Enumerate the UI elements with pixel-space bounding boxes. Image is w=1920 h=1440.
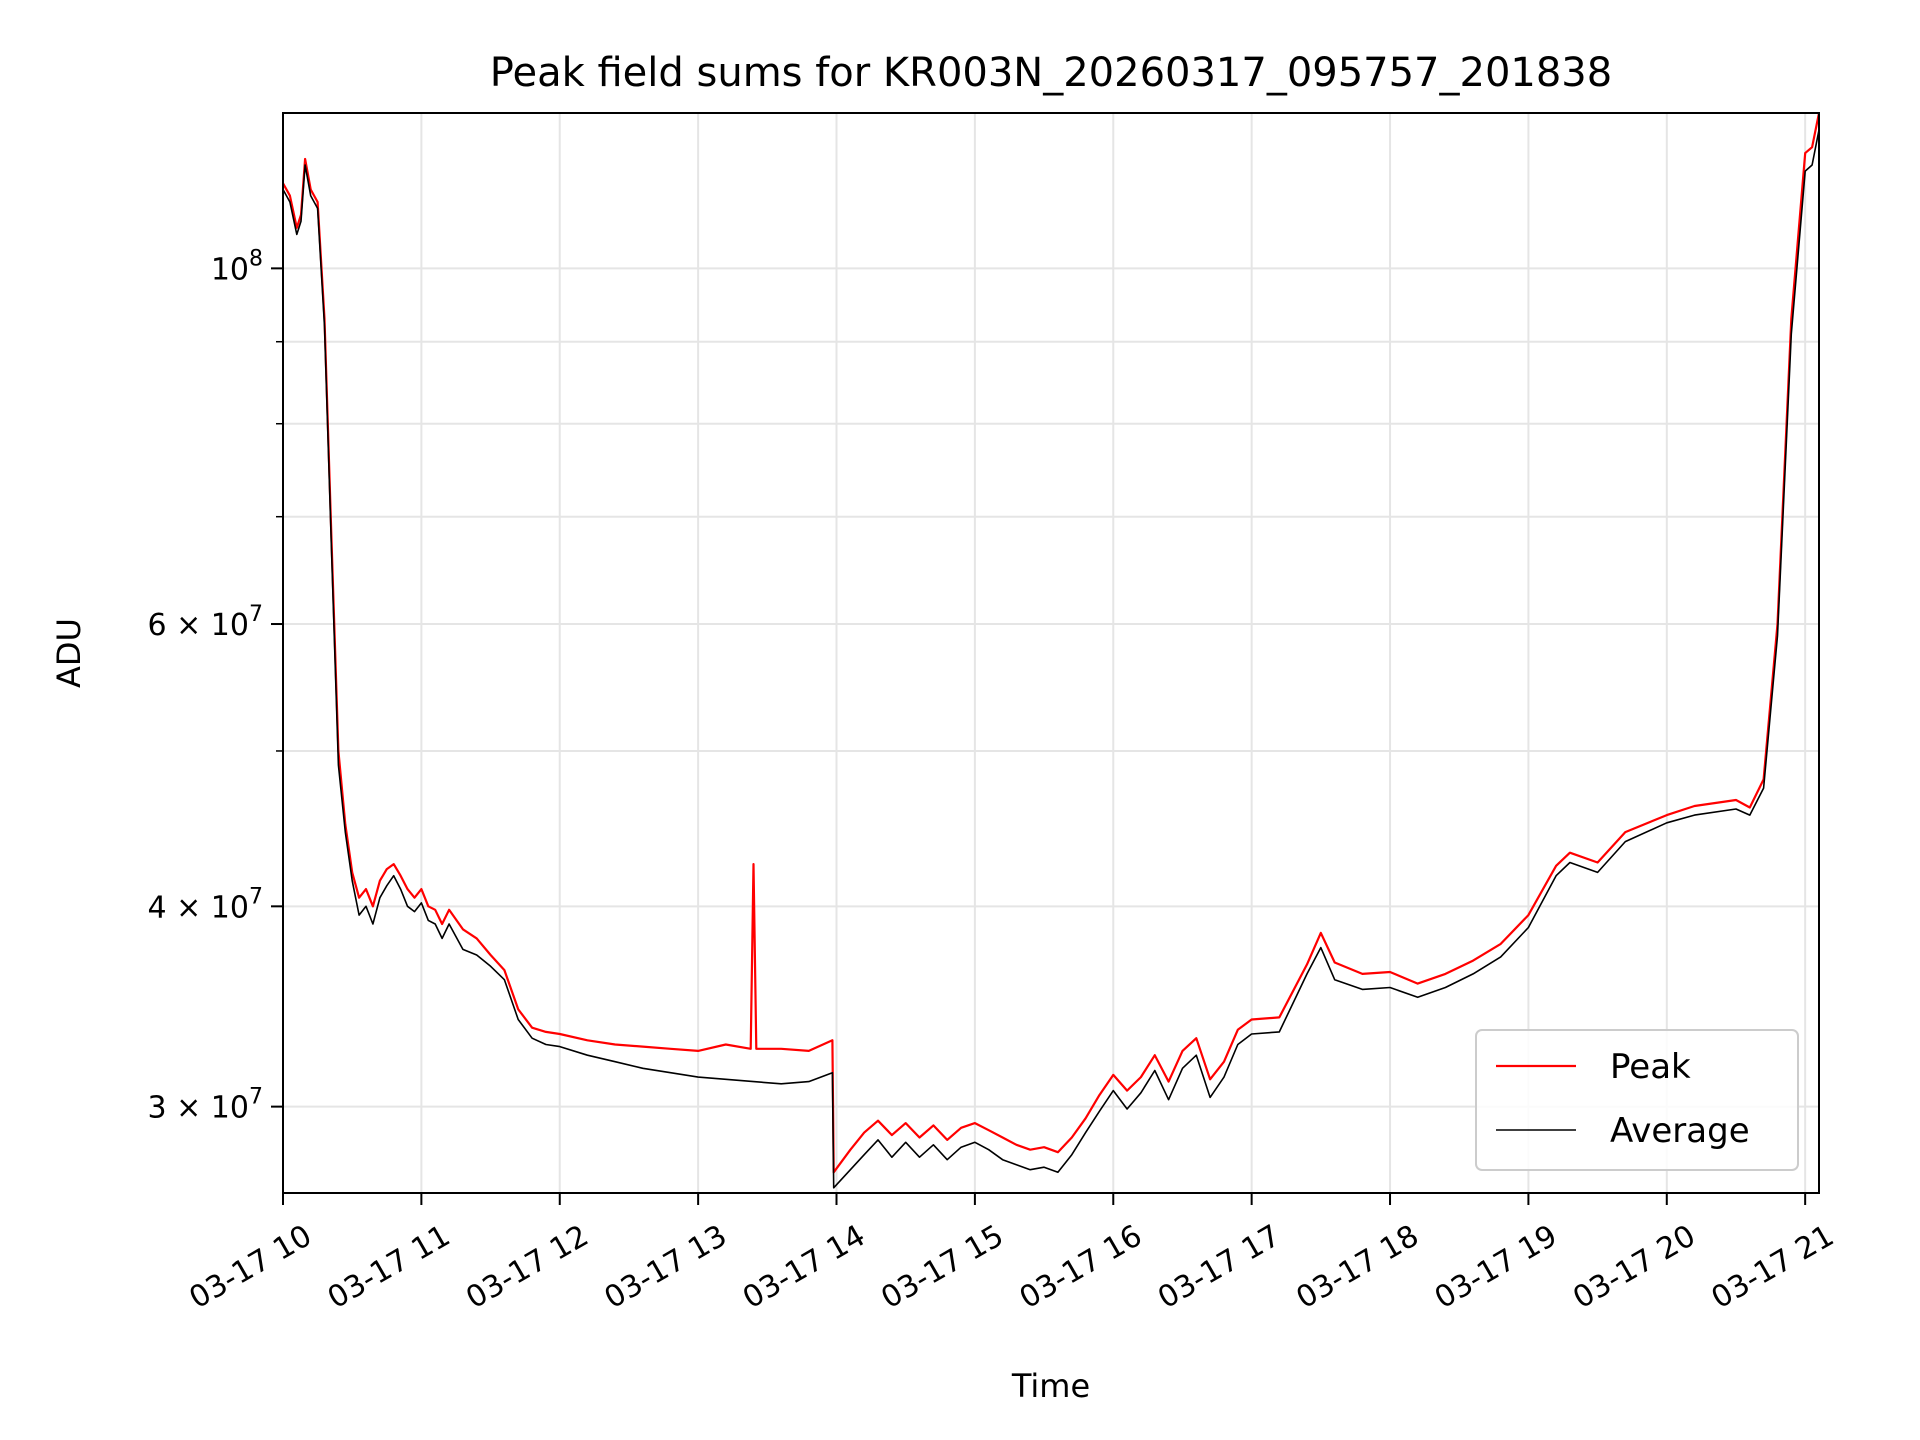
y-tick-label: 3 × 107	[148, 1085, 263, 1126]
legend-label-peak: Peak	[1610, 1047, 1691, 1087]
series-layer	[283, 113, 1819, 1189]
series-line-peak	[283, 113, 1819, 1174]
y-tick-label: 6 × 107	[148, 602, 263, 643]
series-line-average	[283, 129, 1819, 1189]
y-tick-label: 108	[211, 246, 263, 287]
x-axis-label: Time	[1011, 1367, 1090, 1405]
y-tick-label: 4 × 107	[148, 884, 263, 925]
legend-label-average: Average	[1610, 1111, 1750, 1151]
legend: Peak Average	[1475, 1029, 1799, 1171]
chart-title: Peak field sums for KR003N_20260317_0957…	[490, 50, 1612, 96]
plot-frame	[282, 112, 1820, 1194]
y-axis-label: ADU	[50, 618, 88, 688]
